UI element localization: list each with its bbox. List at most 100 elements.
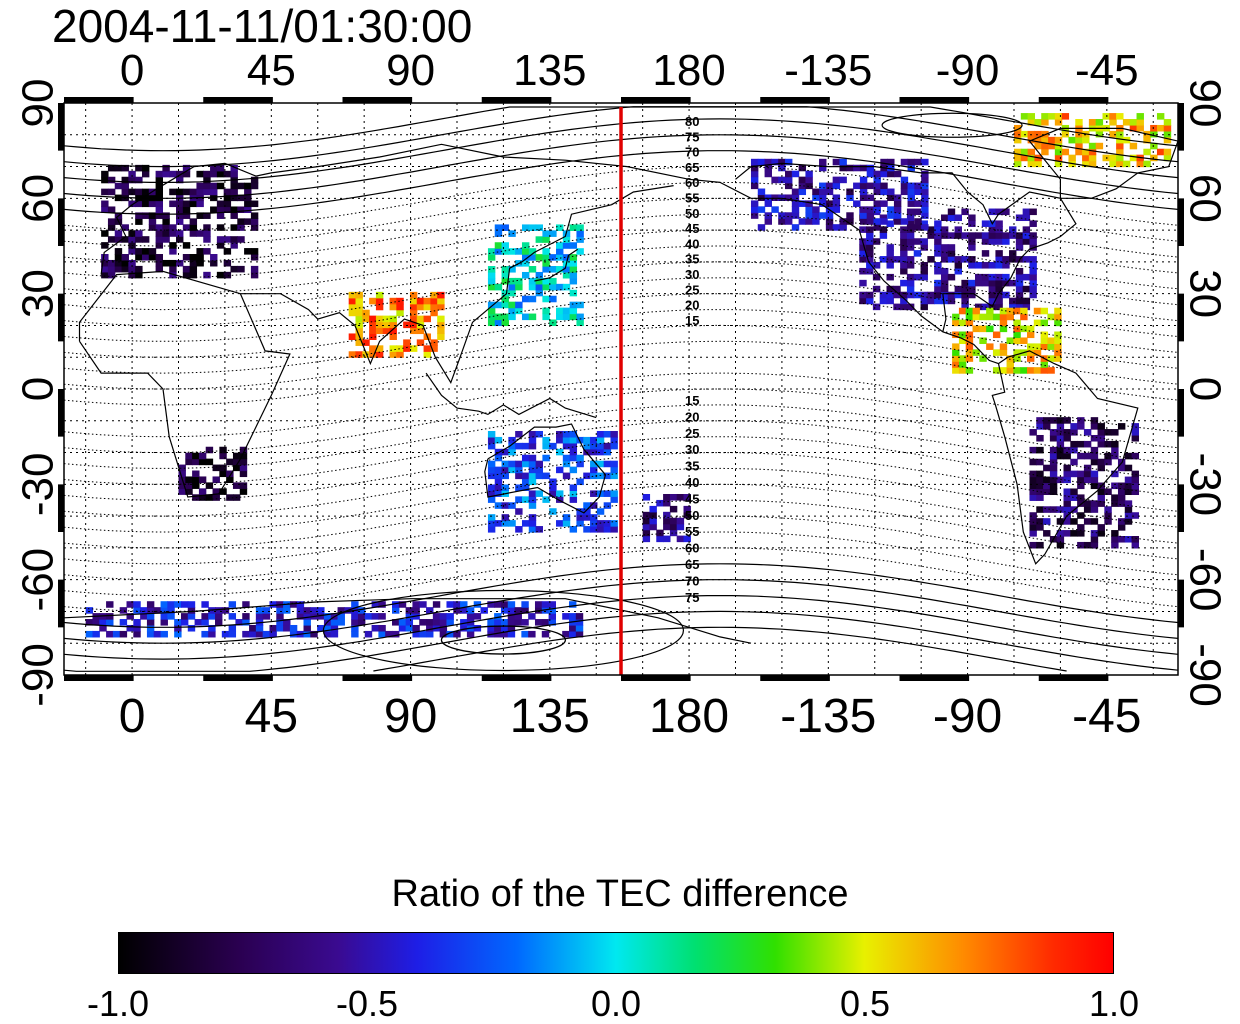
data-cell (542, 283, 550, 291)
data-cell (437, 315, 445, 323)
data-cell (1049, 476, 1058, 484)
data-cell (981, 238, 990, 245)
data-cell (107, 236, 116, 243)
data-cell (487, 466, 496, 474)
data-cell (389, 297, 397, 305)
data-cell (223, 259, 232, 267)
data-cell (988, 279, 997, 287)
data-cell (1002, 256, 1010, 263)
data-cell (185, 452, 193, 460)
data-cell (244, 200, 252, 208)
data-cell (107, 259, 116, 267)
data-cell (832, 206, 841, 213)
data-cell (162, 224, 170, 231)
data-cell (371, 613, 379, 620)
data-cell (162, 170, 170, 178)
data-cell (135, 212, 143, 219)
data-cell (549, 484, 557, 492)
data-cell (501, 313, 509, 321)
data-cell (583, 514, 591, 521)
data-cell (412, 601, 420, 608)
data-cell (521, 601, 529, 608)
data-cell (832, 200, 841, 207)
data-cell (995, 262, 1003, 269)
data-cell (1033, 349, 1042, 356)
data-cell (121, 188, 129, 196)
data-cell (174, 624, 182, 632)
data-cell (501, 460, 509, 468)
data-cell (798, 188, 807, 196)
data-cell (986, 343, 994, 350)
data-cell (500, 624, 509, 632)
data-cell (1075, 130, 1083, 138)
data-cell (521, 248, 530, 255)
data-cell (176, 176, 184, 184)
data-cell (965, 337, 974, 344)
data-cell (1102, 113, 1110, 120)
data-cell (515, 301, 523, 309)
data-cell (317, 613, 325, 620)
contour-label: 50 (685, 206, 699, 221)
data-cell (535, 490, 544, 497)
data-cell (1077, 500, 1085, 507)
data-cell (961, 297, 969, 305)
data-cell (663, 517, 671, 525)
y-tick-label-left: 60 (14, 174, 63, 223)
data-cell (750, 158, 759, 166)
data-cell (255, 630, 264, 638)
data-cell (1124, 500, 1133, 507)
data-cell (1124, 488, 1133, 496)
data-cell (975, 262, 983, 269)
data-cell (999, 367, 1008, 374)
data-cell (494, 624, 502, 632)
data-cell (494, 630, 502, 638)
data-cell (255, 607, 264, 614)
data-cell (610, 526, 618, 533)
data-cell (569, 601, 577, 608)
data-cell (146, 613, 155, 620)
data-cell (556, 307, 564, 315)
data-cell (189, 224, 198, 231)
data-cell (995, 285, 1003, 293)
data-cell (135, 200, 143, 208)
data-cell (446, 601, 454, 608)
data-cell (140, 613, 148, 620)
data-cell (542, 436, 550, 444)
data-cell (798, 182, 807, 190)
data-cell (1063, 429, 1071, 436)
x-tick-label-bottom: -90 (933, 690, 1002, 743)
data-cell (371, 601, 379, 608)
data-cell (141, 200, 150, 208)
data-cell (262, 613, 271, 620)
data-cell (906, 291, 915, 299)
data-cell (141, 254, 150, 261)
data-cell (900, 303, 908, 311)
data-cell (921, 188, 929, 196)
data-cell (556, 224, 564, 231)
x-tick-label-top: 135 (513, 46, 586, 95)
data-cell (1124, 506, 1133, 513)
data-cell (1049, 434, 1058, 442)
data-cell (409, 303, 418, 311)
data-cell (101, 206, 109, 214)
data-cell (1033, 367, 1042, 374)
data-cell (556, 466, 564, 474)
data-cell (965, 331, 974, 339)
data-cell (1036, 524, 1044, 531)
data-cell (920, 238, 928, 245)
data-cell (182, 164, 191, 172)
data-cell (1015, 273, 1024, 281)
map-title: 2004-11-11/01:30:00 (52, 0, 473, 52)
data-cell (244, 182, 252, 190)
data-cell (750, 176, 759, 184)
data-cell (1090, 470, 1099, 478)
data-cell (500, 630, 509, 638)
data-cell (1077, 440, 1085, 448)
data-cell (419, 619, 427, 626)
data-cell (887, 194, 895, 201)
data-cell (1043, 476, 1051, 484)
data-cell (409, 291, 418, 299)
data-cell (133, 630, 141, 638)
data-cell (853, 164, 861, 172)
data-cell (846, 218, 854, 225)
